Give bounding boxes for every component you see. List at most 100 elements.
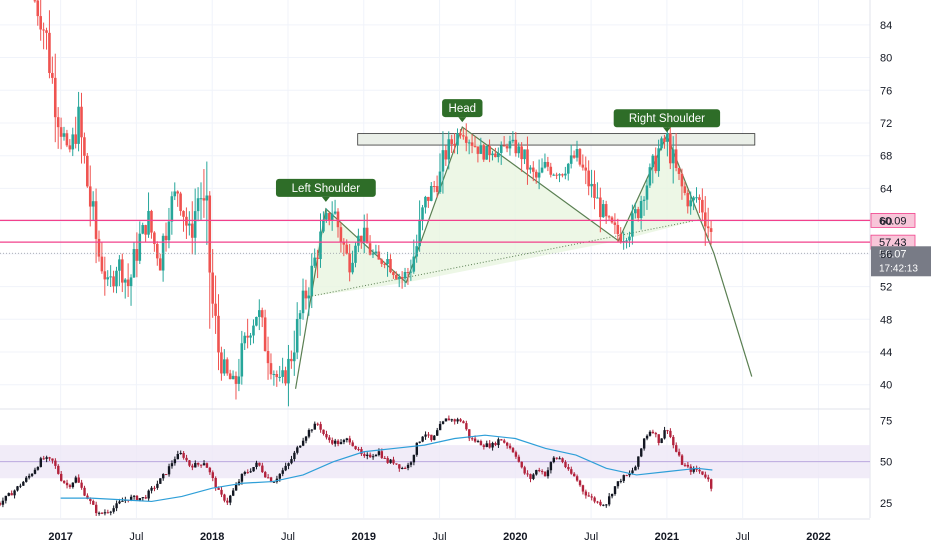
candle[interactable] — [295, 302, 299, 360]
candle[interactable] — [418, 200, 421, 252]
candle[interactable] — [671, 136, 675, 184]
candle[interactable] — [677, 167, 681, 181]
candle[interactable] — [330, 201, 334, 231]
candle[interactable] — [333, 199, 337, 215]
candle[interactable] — [342, 238, 346, 257]
candle[interactable] — [77, 91, 80, 152]
candle[interactable] — [660, 136, 663, 151]
candle[interactable] — [275, 370, 279, 387]
candle[interactable] — [269, 353, 273, 380]
candle[interactable] — [126, 263, 130, 298]
candle[interactable] — [415, 234, 418, 263]
candle[interactable] — [121, 253, 124, 293]
candle[interactable] — [231, 370, 235, 380]
candle[interactable] — [336, 208, 340, 238]
candle[interactable] — [380, 258, 384, 267]
candle[interactable] — [619, 227, 623, 244]
candle[interactable] — [596, 182, 599, 199]
candle[interactable] — [322, 211, 325, 234]
candle[interactable] — [298, 310, 302, 336]
candle[interactable] — [202, 169, 206, 218]
candle[interactable] — [164, 222, 168, 252]
candle[interactable] — [709, 220, 713, 245]
candle[interactable] — [39, 0, 42, 41]
candle[interactable] — [575, 140, 579, 162]
candle[interactable] — [234, 371, 238, 400]
candle[interactable] — [53, 53, 57, 143]
rsi-pane[interactable] — [0, 415, 870, 516]
candle[interactable] — [220, 346, 223, 381]
candle[interactable] — [255, 316, 258, 327]
candle[interactable] — [601, 199, 605, 218]
candle[interactable] — [88, 165, 92, 227]
candle[interactable] — [354, 242, 357, 268]
candle[interactable] — [327, 212, 331, 226]
candle[interactable] — [228, 369, 232, 380]
candle[interactable] — [182, 210, 185, 232]
candle[interactable] — [674, 133, 678, 172]
candle[interactable] — [112, 270, 115, 293]
candle[interactable] — [479, 137, 483, 154]
candle[interactable] — [147, 192, 150, 238]
candle[interactable] — [74, 116, 77, 149]
candle[interactable] — [217, 294, 220, 371]
candle[interactable] — [167, 207, 171, 249]
candle[interactable] — [429, 182, 433, 202]
candle[interactable] — [540, 158, 544, 174]
candle[interactable] — [118, 255, 121, 287]
candle[interactable] — [511, 131, 515, 144]
candle[interactable] — [572, 150, 576, 159]
candle[interactable] — [389, 254, 392, 274]
candle[interactable] — [517, 142, 521, 158]
candle[interactable] — [150, 209, 153, 239]
candle[interactable] — [456, 128, 459, 155]
candle[interactable] — [400, 271, 404, 289]
candle[interactable] — [663, 134, 666, 149]
candle[interactable] — [304, 279, 308, 310]
candle[interactable] — [278, 365, 282, 382]
candle[interactable] — [214, 275, 217, 334]
candle[interactable] — [584, 156, 588, 185]
candle[interactable] — [593, 170, 596, 210]
candle[interactable] — [155, 241, 159, 266]
candle[interactable] — [56, 107, 60, 149]
candle[interactable] — [263, 309, 267, 352]
candle[interactable] — [68, 139, 72, 153]
candle[interactable] — [549, 162, 553, 178]
candle[interactable] — [502, 135, 506, 147]
candle[interactable] — [45, 27, 48, 50]
candle[interactable] — [467, 139, 471, 155]
candle[interactable] — [252, 319, 255, 344]
candle[interactable] — [412, 239, 416, 274]
candle[interactable] — [435, 175, 439, 198]
candle[interactable] — [141, 222, 145, 235]
candle[interactable] — [508, 135, 512, 156]
candle[interactable] — [65, 129, 69, 148]
candle[interactable] — [135, 232, 139, 278]
candle[interactable] — [386, 251, 389, 277]
candle[interactable] — [534, 169, 538, 184]
neckline[interactable] — [306, 219, 701, 298]
candle[interactable] — [578, 148, 582, 167]
candle[interactable] — [462, 128, 465, 140]
candle[interactable] — [447, 131, 451, 170]
candle[interactable] — [680, 168, 684, 200]
candle[interactable] — [208, 191, 212, 329]
candles[interactable] — [33, 0, 713, 407]
candle[interactable] — [607, 215, 611, 220]
rsi-moving-average[interactable] — [60, 434, 713, 503]
candle[interactable] — [701, 188, 704, 222]
candle[interactable] — [97, 230, 101, 262]
candle[interactable] — [642, 196, 646, 216]
candle[interactable] — [491, 150, 494, 161]
candle[interactable] — [319, 213, 322, 268]
candle[interactable] — [639, 195, 643, 230]
candle[interactable] — [173, 182, 177, 201]
candle[interactable] — [190, 201, 194, 255]
candle[interactable] — [103, 256, 107, 296]
candle[interactable] — [170, 191, 174, 235]
candle[interactable] — [683, 181, 687, 196]
candle[interactable] — [695, 187, 698, 203]
candle[interactable] — [558, 173, 561, 183]
candle[interactable] — [205, 161, 209, 245]
